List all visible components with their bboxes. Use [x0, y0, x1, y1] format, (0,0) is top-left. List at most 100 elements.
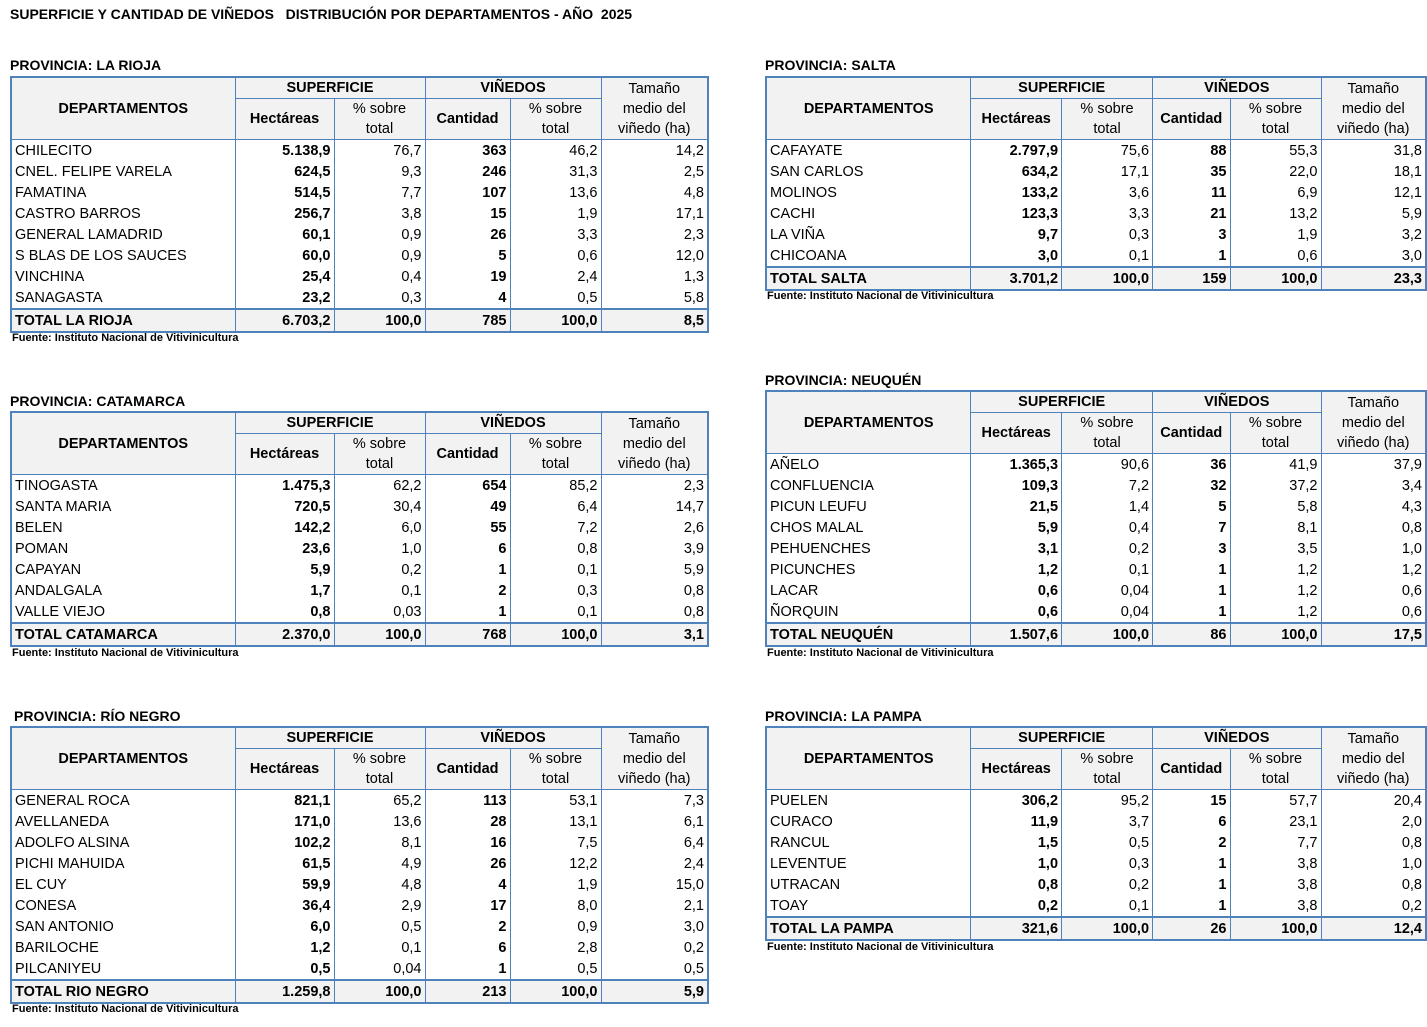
header-row: Hectáreas % sobre total Cantidad % sobre to… [766, 748, 1426, 790]
header-cell: % sobre total [333, 433, 426, 475]
header-cell: Tamaño medio del viñedo (ha) [600, 412, 709, 475]
data-row: CONESA 36,4 2,9 17 8,0 2,1 [10, 895, 709, 916]
cell: 0,3 [1061, 853, 1154, 874]
cell: 0,3 [509, 580, 602, 601]
cell: 0,4 [1061, 517, 1154, 538]
data-row: EL CUY 59,9 4,8 4 1,9 15,0 [10, 874, 709, 895]
data-row: ADOLFO ALSINA 102,2 8,1 16 7,5 6,4 [10, 832, 709, 853]
cell: 4,8 [333, 874, 426, 895]
header-cell: DEPARTAMENTOS [765, 77, 972, 140]
cell: 4 [424, 874, 511, 895]
cell: 634,2 [970, 161, 1063, 182]
data-row: UTRACAN 0,8 0,2 1 3,8 0,8 [765, 874, 1427, 895]
cell: 5,8 [1229, 496, 1322, 517]
cell: VALLE VIEJO [10, 601, 236, 623]
cell: 17,5 [1320, 622, 1427, 646]
cell: 0,03 [333, 601, 426, 623]
header-cell: Hectáreas [234, 98, 335, 140]
header-cell: VIÑEDOS [1152, 727, 1322, 749]
data-table: DEPARTAMENTOS SUPERFICIE VIÑEDOS Tamaño med… [765, 76, 1427, 291]
cell: 23,1 [1229, 811, 1322, 832]
cell: 1,9 [509, 203, 602, 224]
cell: 0,3 [1061, 224, 1154, 245]
table-header: DEPARTAMENTOS SUPERFICIE VIÑEDOS Tamaño med… [765, 77, 1427, 140]
cell: 1,5 [970, 832, 1063, 853]
cell: 2 [424, 580, 511, 601]
cell: 3,6 [1061, 182, 1154, 203]
cell: 1,9 [509, 874, 602, 895]
cell: 3,2 [1320, 224, 1427, 245]
cell: 85,2 [509, 474, 602, 496]
cell: 2,9 [333, 895, 426, 916]
header-row: Hectáreas % sobre total Cantidad % sobre to… [11, 748, 708, 790]
header-cell: % sobre total [509, 98, 602, 140]
data-row: CURACO 11,9 3,7 6 23,1 2,0 [765, 811, 1427, 832]
cell: 2,3 [600, 474, 709, 496]
header-text: % sobre total [1248, 415, 1303, 451]
cell: 18,1 [1320, 161, 1427, 182]
cell: 2.370,0 [234, 622, 335, 646]
header-cell: % sobre total [509, 433, 602, 475]
data-row: CHILECITO 5.138,9 76,7 363 46,2 14,2 [10, 139, 709, 161]
cell: EL CUY [10, 874, 236, 895]
cell: 5,9 [1320, 203, 1427, 224]
cell: 3,7 [1061, 811, 1154, 832]
header-cell: % sobre total [333, 748, 426, 790]
cell: 0,9 [333, 224, 426, 245]
cell: CHICOANA [765, 245, 972, 267]
cell: TOTAL RIO NEGRO [10, 979, 236, 1003]
header-text: % sobre total [1248, 751, 1303, 787]
cell: 133,2 [970, 182, 1063, 203]
header-cell: % sobre total [1229, 748, 1322, 790]
cell: 8,0 [509, 895, 602, 916]
cell: 8,1 [1229, 517, 1322, 538]
header-cell: SUPERFICIE [234, 77, 426, 99]
cell: 0,6 [1320, 580, 1427, 601]
cell: 6,4 [509, 496, 602, 517]
header-cell: % sobre total [1229, 98, 1322, 140]
cell: CHOS MALAL [765, 517, 972, 538]
table-body: TINOGASTA 1.475,3 62,2 654 85,2 2,3 SANTA MARI… [10, 474, 709, 646]
cell: 7,3 [600, 789, 709, 811]
cell: TOTAL LA PAMPA [765, 916, 972, 940]
cell: 5,9 [234, 559, 335, 580]
cell: AÑELO [765, 453, 972, 475]
header-text: Tamaño medio del viñedo (ha) [617, 730, 691, 787]
cell: SANTA MARIA [10, 496, 236, 517]
data-row: SAN CARLOS 634,2 17,1 35 22,0 18,1 [765, 161, 1427, 182]
header-cell: SUPERFICIE [970, 77, 1154, 99]
cell: LEVENTUE [765, 853, 972, 874]
cell: 2,6 [600, 517, 709, 538]
cell: 109,3 [970, 475, 1063, 496]
cell: 0,8 [509, 538, 602, 559]
cell: PEHUENCHES [765, 538, 972, 559]
cell: 26 [1152, 916, 1231, 940]
cell: 3,3 [509, 224, 602, 245]
cell: 9,3 [333, 161, 426, 182]
cell: 28 [424, 811, 511, 832]
cell: AVELLANEDA [10, 811, 236, 832]
data-row: AVELLANEDA 171,0 13,6 28 13,1 6,1 [10, 811, 709, 832]
data-row: SANTA MARIA 720,5 30,4 49 6,4 14,7 [10, 496, 709, 517]
cell: 0,5 [509, 287, 602, 309]
header-text: % sobre total [1080, 101, 1134, 137]
cell: 0,2 [1320, 895, 1427, 917]
cell: 0,04 [333, 958, 426, 980]
cell: SANAGASTA [10, 287, 236, 309]
cell: 100,0 [509, 622, 602, 646]
cell: 3,0 [600, 916, 709, 937]
total-row: TOTAL RIO NEGRO 1.259,8 100,0 213 100,0 5,9 [10, 979, 709, 1003]
cell: 100,0 [509, 308, 602, 332]
cell: PICUN LEUFU [765, 496, 972, 517]
cell: 15,0 [600, 874, 709, 895]
data-row: POMAN 23,6 1,0 6 0,8 3,9 [10, 538, 709, 559]
cell: BARILOCHE [10, 937, 236, 958]
cell: 0,1 [333, 580, 426, 601]
cell: 11 [1152, 182, 1231, 203]
cell: 3,8 [333, 203, 426, 224]
data-row: VALLE VIEJO 0,8 0,03 1 0,1 0,8 [10, 601, 709, 623]
province-label: PROVINCIA: CATAMARCA [10, 393, 186, 409]
cell: CURACO [765, 811, 972, 832]
cell: 65,2 [333, 789, 426, 811]
